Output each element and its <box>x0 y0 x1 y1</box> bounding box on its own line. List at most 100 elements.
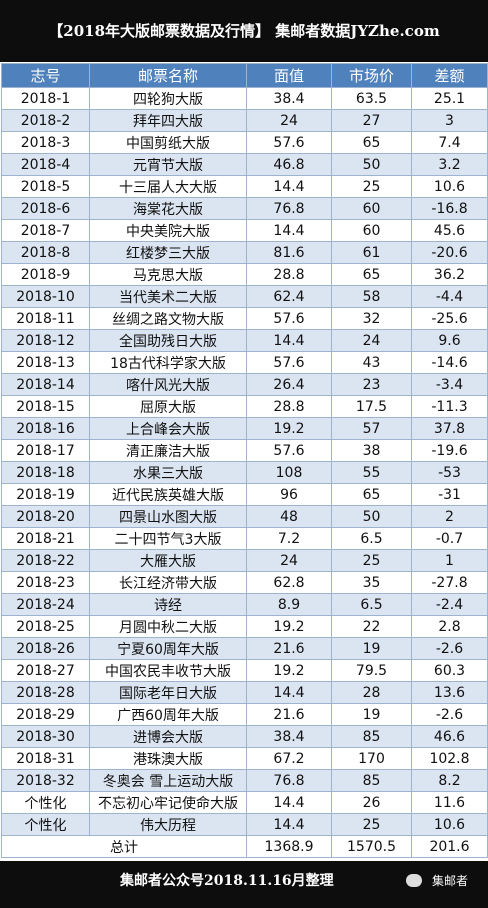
table-cell: 2018-17 <box>1 439 90 462</box>
table-cell: 2018-16 <box>1 417 90 440</box>
table-cell: -4.4 <box>411 285 488 308</box>
table-cell: -14.6 <box>411 351 488 374</box>
table-cell: 中央美院大版 <box>89 219 247 242</box>
table-cell: 14.4 <box>246 681 332 704</box>
table-cell: 2018-12 <box>1 329 90 352</box>
table-cell: 28 <box>331 681 412 704</box>
table-cell: 85 <box>331 725 412 748</box>
table-row: 2018-27 中国农民丰收节大版 19.2 79.5 60.3 <box>1 659 488 682</box>
table-cell: 35 <box>331 571 412 594</box>
table-body: 2018-1 四轮狗大版 38.4 63.5 25.1 2018-2 拜年四大版 24 27 3 2… <box>1 87 488 858</box>
table-cell: 1 <box>411 549 488 572</box>
table-cell: 2018-9 <box>1 263 90 286</box>
table-cell: 58 <box>331 285 412 308</box>
table-cell: 48 <box>246 505 332 528</box>
table-cell: 46.6 <box>411 725 488 748</box>
table-cell: 2018-2 <box>1 109 90 132</box>
table-cell: 2018-6 <box>1 197 90 220</box>
table-cell: 22 <box>331 615 412 638</box>
table-row: 2018-2 拜年四大版 24 27 3 <box>1 109 488 132</box>
table-cell: -19.6 <box>411 439 488 462</box>
table-cell: 2018-28 <box>1 681 90 704</box>
table-row: 2018-15 屈原大版 28.8 17.5 -11.3 <box>1 395 488 418</box>
table-cell: 2018-10 <box>1 285 90 308</box>
table-cell: 62.8 <box>246 571 332 594</box>
table-cell: 37.8 <box>411 417 488 440</box>
table-cell: 25 <box>331 813 412 836</box>
title: 【2018年大版邮票数据及行情】 集邮者数据JYZhe.com <box>0 0 488 62</box>
table-cell: 8.9 <box>246 593 332 616</box>
total-row: 总计 1368.9 1570.5 201.6 <box>1 835 488 858</box>
table-cell: 6.5 <box>331 593 412 616</box>
table-row: 2018-18 水果三大版 108 55 -53 <box>1 461 488 484</box>
table-cell: 3.2 <box>411 153 488 176</box>
table-cell: 85 <box>331 769 412 792</box>
table-row: 2018-30 进博会大版 38.4 85 46.6 <box>1 725 488 748</box>
total-cell: 1368.9 <box>246 835 332 858</box>
table-cell: 广西60周年大版 <box>89 703 247 726</box>
table-cell: 25 <box>331 549 412 572</box>
table-cell: 2018-7 <box>1 219 90 242</box>
table-cell: 19.2 <box>246 659 332 682</box>
table-cell: 2018-18 <box>1 461 90 484</box>
table-cell: 65 <box>331 483 412 506</box>
table-row: 2018-24 诗经 8.9 6.5 -2.4 <box>1 593 488 616</box>
table-cell: 14.4 <box>246 175 332 198</box>
table-cell: 诗经 <box>89 593 247 616</box>
table-cell: 26.4 <box>246 373 332 396</box>
table-cell: 2018-29 <box>1 703 90 726</box>
table-cell: 2018-21 <box>1 527 90 550</box>
table-cell: 14.4 <box>246 813 332 836</box>
footer: 集邮者公众号2018.11.16月整理 集邮者 <box>0 861 488 908</box>
table-cell: 76.8 <box>246 769 332 792</box>
table-cell: 大雁大版 <box>89 549 247 572</box>
table-cell: 21.6 <box>246 703 332 726</box>
table-cell: 65 <box>331 131 412 154</box>
table-cell: 2018-19 <box>1 483 90 506</box>
table-cell: 2018-31 <box>1 747 90 770</box>
table-row: 2018-21 二十四节气3大版 7.2 6.5 -0.7 <box>1 527 488 550</box>
table-cell: -0.7 <box>411 527 488 550</box>
table-cell: 2018-23 <box>1 571 90 594</box>
table-cell: 7.4 <box>411 131 488 154</box>
table-cell: 55 <box>331 461 412 484</box>
table-cell: 2018-14 <box>1 373 90 396</box>
table-cell: 二十四节气3大版 <box>89 527 247 550</box>
table-cell: 国际老年日大版 <box>89 681 247 704</box>
table-cell: 10.6 <box>411 175 488 198</box>
table-cell: 45.6 <box>411 219 488 242</box>
table-cell: 65 <box>331 263 412 286</box>
table-row: 2018-31 港珠澳大版 67.2 170 102.8 <box>1 747 488 770</box>
table-cell: 61 <box>331 241 412 264</box>
table-cell: 2018-5 <box>1 175 90 198</box>
table-row: 2018-28 国际老年日大版 14.4 28 13.6 <box>1 681 488 704</box>
table-cell: 38 <box>331 439 412 462</box>
table-cell: 79.5 <box>331 659 412 682</box>
table-cell: 11.6 <box>411 791 488 814</box>
column-header: 面值 <box>246 63 332 88</box>
column-header: 市场价 <box>331 63 412 88</box>
table-cell: 57.6 <box>246 131 332 154</box>
table-cell: -53 <box>411 461 488 484</box>
table-row: 2018-7 中央美院大版 14.4 60 45.6 <box>1 219 488 242</box>
table-cell: 清正廉洁大版 <box>89 439 247 462</box>
table-cell: 2018-3 <box>1 131 90 154</box>
table-cell: 108 <box>246 461 332 484</box>
table-cell: 近代民族英雄大版 <box>89 483 247 506</box>
footer-logo: 集邮者 <box>431 874 468 888</box>
table-cell: 2018-27 <box>1 659 90 682</box>
table-row: 2018-19 近代民族英雄大版 96 65 -31 <box>1 483 488 506</box>
table-cell: 18古代科学家大版 <box>89 351 247 374</box>
header-row: 志号 邮票名称 面值 市场价 差额 <box>1 63 488 88</box>
table-cell: 76.8 <box>246 197 332 220</box>
table-cell: 10.6 <box>411 813 488 836</box>
total-cell: 201.6 <box>411 835 488 858</box>
table-cell: 丝绸之路文物大版 <box>89 307 247 330</box>
table-row: 2018-20 四景山水图大版 48 50 2 <box>1 505 488 528</box>
table-cell: 海棠花大版 <box>89 197 247 220</box>
table-cell: 2 <box>411 505 488 528</box>
table-cell: 月圆中秋二大版 <box>89 615 247 638</box>
table-cell: 32 <box>331 307 412 330</box>
table-cell: 个性化 <box>1 791 90 814</box>
